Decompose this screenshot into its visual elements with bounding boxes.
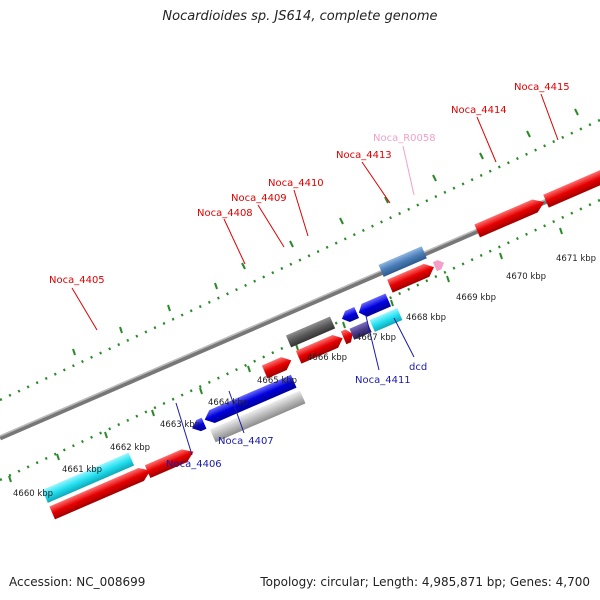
scale-label-4661: 4661 kbp [62, 465, 102, 475]
gene-label-dcd: dcd [409, 362, 427, 373]
scale-label-4669: 4669 kbp [456, 293, 496, 303]
gene-label-noca-4407: Noca_4407 [218, 436, 274, 447]
gene-label-noca-r0058: Noca_R0058 [373, 133, 436, 144]
scale-label-4667: 4667 kbp [356, 333, 396, 343]
forward-cds-noca-4415[interactable] [543, 166, 600, 208]
gray-feature-noca-4407[interactable] [209, 390, 306, 443]
cyan-feature-dcd[interactable] [369, 308, 403, 332]
reverse-cds-noca-4411[interactable] [356, 293, 392, 320]
genome-stats-text: Topology: circular; Length: 4,985,871 bp… [260, 575, 590, 589]
purple-feature[interactable] [349, 321, 372, 340]
gene-label-noca-4409: Noca_4409 [231, 193, 287, 204]
rna-feature-noca-r0058[interactable] [432, 258, 446, 272]
forward-cds-noca-4408[interactable] [261, 354, 294, 379]
forward-cds-small[interactable] [340, 327, 356, 345]
gray-feature-noca-4409[interactable] [285, 316, 336, 348]
forward-strand-features [42, 166, 600, 520]
leader-lines [71, 93, 559, 456]
accession-text: Accession: NC_008699 [9, 575, 146, 589]
forward-cds-noca-4405[interactable] [144, 445, 196, 479]
forward-cds-noca-4414[interactable] [474, 196, 547, 238]
scale-label-4668: 4668 kbp [406, 313, 446, 323]
scale-label-4671: 4671 kbp [556, 254, 596, 264]
inner-major-ticks [8, 227, 563, 483]
reverse-cds-small-4411[interactable] [340, 307, 360, 324]
page-title: Nocardioides sp. JS614, complete genome [162, 9, 438, 24]
scale-label-4662: 4662 kbp [110, 443, 150, 453]
forward-cds-noca-4410[interactable] [295, 332, 346, 364]
scale-label-4660: 4660 kbp [13, 489, 53, 499]
reverse-cds-noca-4406[interactable] [202, 374, 297, 426]
gene-label-noca-4410: Noca_4410 [268, 178, 324, 189]
outer-major-ticks [72, 108, 579, 356]
gene-label-noca-4413: Noca_4413 [336, 150, 392, 161]
scale-label-4666: 4666 kbp [307, 353, 347, 363]
scale-label-4664: 4664 kbp [208, 398, 248, 408]
reverse-strand-features [190, 293, 403, 443]
cyan-feature[interactable] [42, 452, 135, 503]
steel-blue-feature-noca-4413[interactable] [378, 246, 427, 277]
gene-label-noca-4405: Noca_4405 [49, 275, 105, 286]
scale-label-4665: 4665 kbp [257, 376, 297, 386]
scale-label-4670: 4670 kbp [506, 272, 546, 282]
gene-label-noca-4414: Noca_4414 [451, 105, 507, 116]
forward-cds-red[interactable] [49, 464, 153, 520]
gene-label-noca-4411: Noca_4411 [355, 375, 411, 386]
scale-label-4663: 4663 kbp [160, 420, 200, 430]
gene-label-noca-4408: Noca_4408 [197, 208, 253, 219]
reverse-cds-small-4406[interactable] [190, 417, 207, 434]
gene-label-noca-4415: Noca_4415 [514, 82, 570, 93]
forward-cds-noca-4413[interactable] [387, 261, 437, 293]
outer-scale-ruler [0, 118, 600, 402]
gene-label-noca-4406: Noca_4406 [166, 459, 222, 470]
